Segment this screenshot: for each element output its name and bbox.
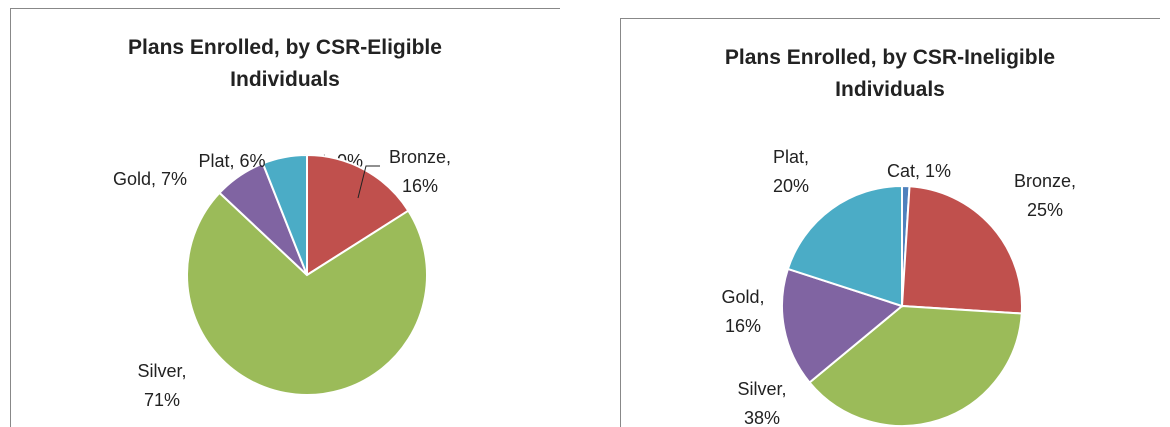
- data-label: Bronze, 25%: [1014, 171, 1076, 220]
- data-label: Cat, 1%: [887, 161, 951, 181]
- pie-slice: [781, 267, 905, 384]
- data-label: Gold, 7%: [113, 169, 187, 189]
- pie-slice: [261, 153, 308, 276]
- pie-slice: [786, 184, 903, 308]
- chart-frame: [620, 18, 1160, 427]
- data-label: Plat, 6%: [198, 151, 265, 171]
- data-label: Silver, 71%: [137, 361, 186, 410]
- data-label: Gold, 16%: [721, 287, 764, 336]
- data-label: Silver, 38%: [737, 379, 786, 427]
- leader-line: [357, 165, 380, 199]
- pie-slice: [900, 185, 1023, 315]
- chart-title: Plans Enrolled, by CSR-Eligible Individua…: [128, 36, 442, 91]
- data-label: Bronze, 16%: [389, 147, 451, 196]
- chart-title: Plans Enrolled, by CSR-Ineligible Individ…: [725, 46, 1055, 101]
- pie-slice: [186, 191, 428, 396]
- chart-frame: [10, 8, 560, 427]
- data-label: Plat, 20%: [773, 147, 809, 196]
- pie-slice: [808, 304, 1023, 427]
